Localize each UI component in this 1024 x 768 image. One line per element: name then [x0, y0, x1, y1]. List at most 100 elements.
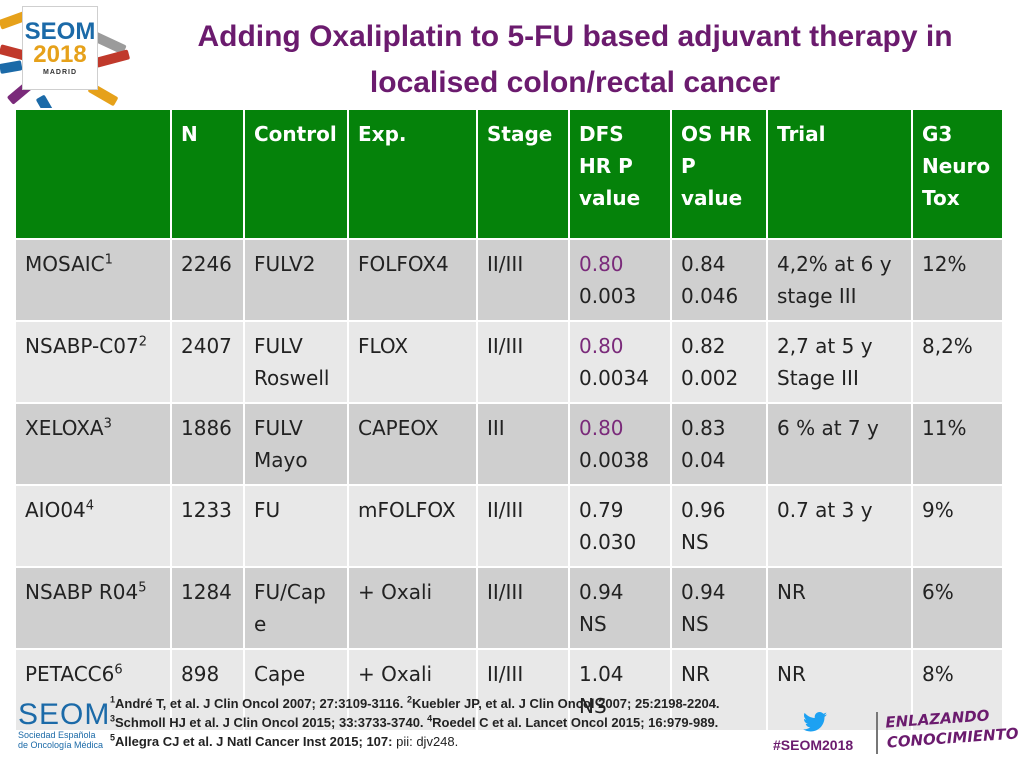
study-name: PETACC6	[25, 662, 115, 686]
exp-cell: mFOLFOX	[347, 484, 478, 568]
os-p: 0.04	[681, 448, 726, 472]
tox-cell: 8,2%	[911, 320, 1004, 404]
dfs-cell: 0.80 0.0038	[568, 402, 672, 486]
control-cell: FULV Roswell	[243, 320, 349, 404]
reference-text: Kuebler JP, et al. J Clin Oncol 2007; 25…	[411, 696, 720, 711]
reference-line-2: 3Schmoll HJ et al. J Clin Oncol 2015; 33…	[110, 713, 810, 732]
study-cell: XELOXA3	[14, 402, 172, 486]
hashtag: #SEOM2018	[773, 737, 854, 753]
header-cell-dfs: DFS HR P value	[568, 108, 672, 240]
slide-title-line1: Adding Oxaliplatin to 5-FU based adjuvan…	[197, 20, 953, 53]
reference-line-1: 1André T, et al. J Clin Oncol 2007; 27:3…	[110, 694, 810, 713]
n-cell: 1233	[170, 484, 245, 568]
stage-cell: II/III	[476, 320, 570, 404]
n-cell: 898	[170, 648, 245, 732]
study-name: XELOXA	[25, 416, 104, 440]
stage-cell: II/III	[476, 484, 570, 568]
stage-cell: III	[476, 402, 570, 486]
study-ref: 2	[138, 334, 147, 350]
study-name: NSABP R04	[25, 580, 139, 604]
slide-title-line2: localised colon/rectal cancer	[369, 66, 781, 99]
dfs-cell: 0.94 NS	[568, 566, 672, 650]
footer-divider	[876, 712, 878, 754]
dfs-hr: 0.80	[579, 252, 624, 276]
table-header-row: N Control Exp. Stage DFS HR P value OS H…	[14, 108, 1004, 240]
exp-cell: CAPEOX	[347, 402, 478, 486]
exp-cell: + Oxali	[347, 648, 478, 732]
dfs-hr: 0.79	[579, 498, 624, 522]
os-p: NS	[681, 612, 709, 636]
study-cell: PETACC66	[14, 648, 172, 732]
trials-table: N Control Exp. Stage DFS HR P value OS H…	[14, 108, 1004, 732]
header-cell-control: Control	[243, 108, 349, 240]
header-cell-exp: Exp.	[347, 108, 478, 240]
ref-marker: 1	[110, 694, 116, 705]
table-row: XELOXA3 1886 FULV Mayo CAPEOX III 0.80 0.…	[14, 402, 1004, 486]
table-row: PETACC66 898 Cape + Oxali II/III 1.04 NS …	[14, 648, 1004, 732]
logo-top-text: SEOM	[24, 17, 96, 45]
control-cell: FULV Mayo	[243, 402, 349, 486]
header-cell-stage: Stage	[476, 108, 570, 240]
dfs-cell: 0.79 0.030	[568, 484, 672, 568]
twitter-icon	[803, 712, 827, 732]
ref-marker: 2	[406, 694, 412, 705]
ref-marker: 4	[427, 713, 433, 724]
study-cell: NSABP R045	[14, 566, 172, 650]
seom-footer-logo: SEOM Sociedad Española de Oncología Médi…	[18, 698, 111, 751]
os-hr: NR	[681, 662, 710, 686]
footer-logo-sub2: de Oncología Médica	[18, 740, 104, 750]
os-cell: NR	[670, 648, 768, 732]
tox-cell: 9%	[911, 484, 1004, 568]
os-cell: 0.82 0.002	[670, 320, 768, 404]
reference-line-3: 5Allegra CJ et al. J Natl Cancer Inst 20…	[110, 732, 810, 751]
exp-cell: FOLFOX4	[347, 238, 478, 322]
control-cell: Cape	[243, 648, 349, 732]
slogan: ENLAZANDO CONOCIMIENTO	[885, 703, 1019, 752]
study-name: AIO04	[25, 498, 86, 522]
header-cell-tox: G3 Neuro Tox	[911, 108, 1004, 240]
study-ref: 3	[103, 416, 112, 432]
os-p: 0.046	[681, 284, 739, 308]
n-cell: 1284	[170, 566, 245, 650]
os-cell: 0.94 NS	[670, 566, 768, 650]
os-hr: 0.82	[681, 334, 726, 358]
slide-title: Adding Oxaliplatin to 5-FU based adjuvan…	[130, 14, 1020, 106]
dfs-p: 0.003	[579, 284, 637, 308]
logo-year-text: 2018	[33, 40, 87, 68]
os-cell: 0.83 0.04	[670, 402, 768, 486]
reference-text-tail: pii: djv248.	[396, 734, 459, 749]
study-cell: MOSAIC1	[14, 238, 172, 322]
dfs-p: 0.0034	[579, 366, 649, 390]
control-cell: FULV2	[243, 238, 349, 322]
dfs-hr: 0.80	[579, 416, 624, 440]
dfs-cell: 1.04 NS	[568, 648, 672, 732]
exp-cell: + Oxali	[347, 566, 478, 650]
os-hr: 0.84	[681, 252, 726, 276]
trial-cell: 2,7 at 5 y Stage III	[766, 320, 913, 404]
n-cell: 2246	[170, 238, 245, 322]
os-cell: 0.84 0.046	[670, 238, 768, 322]
study-cell: AIO044	[14, 484, 172, 568]
os-hr: 0.96	[681, 498, 726, 522]
study-ref: 6	[114, 662, 123, 678]
reference-text: André T, et al. J Clin Oncol 2007; 27:31…	[115, 696, 407, 711]
dfs-hr: 0.94	[579, 580, 624, 604]
table-row: NSABP-C072 2407 FULV Roswell FLOX II/III…	[14, 320, 1004, 404]
ref-marker: 5	[110, 732, 116, 743]
header-cell-study	[14, 108, 172, 240]
control-cell: FU/Cape	[243, 566, 349, 650]
table-row: AIO044 1233 FU mFOLFOX II/III 0.79 0.030 …	[14, 484, 1004, 568]
study-ref: 4	[85, 498, 95, 514]
trial-cell: 6 % at 7 y	[766, 402, 913, 486]
study-name: NSABP-C07	[25, 334, 139, 358]
dfs-cell: 0.80 0.003	[568, 238, 672, 322]
trial-cell: NR	[766, 648, 913, 732]
header-cell-trial: Trial	[766, 108, 913, 240]
study-ref: 5	[138, 580, 147, 596]
reference-text: Roedel C et al. Lancet Oncol 2015; 16:97…	[432, 715, 719, 730]
trial-cell: NR	[766, 566, 913, 650]
exp-cell: FLOX	[347, 320, 478, 404]
os-hr: 0.83	[681, 416, 726, 440]
footer-logo-name: SEOM	[18, 698, 111, 731]
tox-cell: 11%	[911, 402, 1004, 486]
